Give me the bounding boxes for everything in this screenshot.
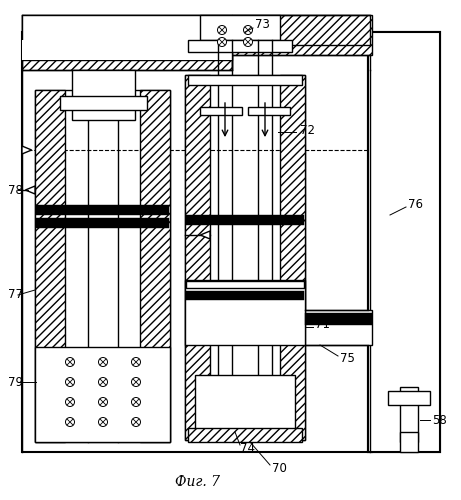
Bar xyxy=(200,15,280,40)
Bar xyxy=(140,90,170,442)
Circle shape xyxy=(218,38,226,46)
Bar xyxy=(232,15,370,45)
Bar xyxy=(400,387,418,442)
Bar xyxy=(232,15,372,55)
Text: 74: 74 xyxy=(240,442,255,454)
Bar xyxy=(35,90,170,442)
Bar xyxy=(280,75,305,440)
Text: 76: 76 xyxy=(408,198,423,211)
Bar xyxy=(60,96,147,110)
Bar xyxy=(200,107,242,115)
Polygon shape xyxy=(201,231,210,239)
Bar xyxy=(22,15,232,70)
Bar xyxy=(188,428,302,442)
Bar xyxy=(35,347,170,442)
Bar xyxy=(368,32,440,452)
Circle shape xyxy=(131,358,141,366)
Bar xyxy=(140,90,170,442)
Text: 79: 79 xyxy=(8,376,23,388)
Circle shape xyxy=(131,378,141,386)
Bar xyxy=(35,90,65,442)
Bar xyxy=(35,90,65,442)
Bar xyxy=(186,281,304,288)
Bar xyxy=(305,310,372,345)
Polygon shape xyxy=(22,146,32,154)
Circle shape xyxy=(131,418,141,426)
Bar xyxy=(36,205,169,215)
Bar xyxy=(185,75,305,440)
Text: 58: 58 xyxy=(432,414,447,426)
Bar xyxy=(368,32,440,452)
Bar xyxy=(22,40,232,60)
Bar xyxy=(248,107,290,115)
Bar xyxy=(188,428,302,442)
Text: 72: 72 xyxy=(300,124,315,136)
Circle shape xyxy=(99,378,107,386)
Circle shape xyxy=(243,38,253,46)
Text: Фиг. 7: Фиг. 7 xyxy=(175,475,220,489)
Bar xyxy=(22,15,232,70)
Bar xyxy=(185,75,210,440)
Circle shape xyxy=(65,378,75,386)
Text: 70: 70 xyxy=(272,462,287,474)
Bar xyxy=(186,215,304,225)
Bar xyxy=(280,75,305,440)
Bar xyxy=(22,15,232,45)
Bar xyxy=(186,291,304,300)
Circle shape xyxy=(243,26,253,35)
Bar xyxy=(188,75,302,85)
Bar xyxy=(305,313,372,325)
Bar xyxy=(195,375,295,430)
Bar xyxy=(185,280,305,345)
Polygon shape xyxy=(25,186,35,194)
Bar xyxy=(185,75,210,440)
Text: 78: 78 xyxy=(8,184,23,196)
Circle shape xyxy=(131,398,141,406)
Bar xyxy=(388,391,430,405)
Bar xyxy=(22,32,372,452)
Bar xyxy=(232,15,372,55)
Bar xyxy=(232,15,370,45)
Circle shape xyxy=(65,358,75,366)
Circle shape xyxy=(99,358,107,366)
Bar xyxy=(188,40,292,52)
Bar xyxy=(400,432,418,452)
Text: 73: 73 xyxy=(255,18,270,32)
Bar xyxy=(36,218,169,228)
Text: 77: 77 xyxy=(8,288,23,302)
Text: 71: 71 xyxy=(315,318,330,332)
Bar xyxy=(22,15,232,60)
Circle shape xyxy=(99,418,107,426)
Bar xyxy=(72,70,135,120)
Circle shape xyxy=(65,418,75,426)
Circle shape xyxy=(65,398,75,406)
Circle shape xyxy=(99,398,107,406)
Circle shape xyxy=(218,26,226,35)
Bar xyxy=(22,15,232,60)
Text: 75: 75 xyxy=(340,352,355,364)
